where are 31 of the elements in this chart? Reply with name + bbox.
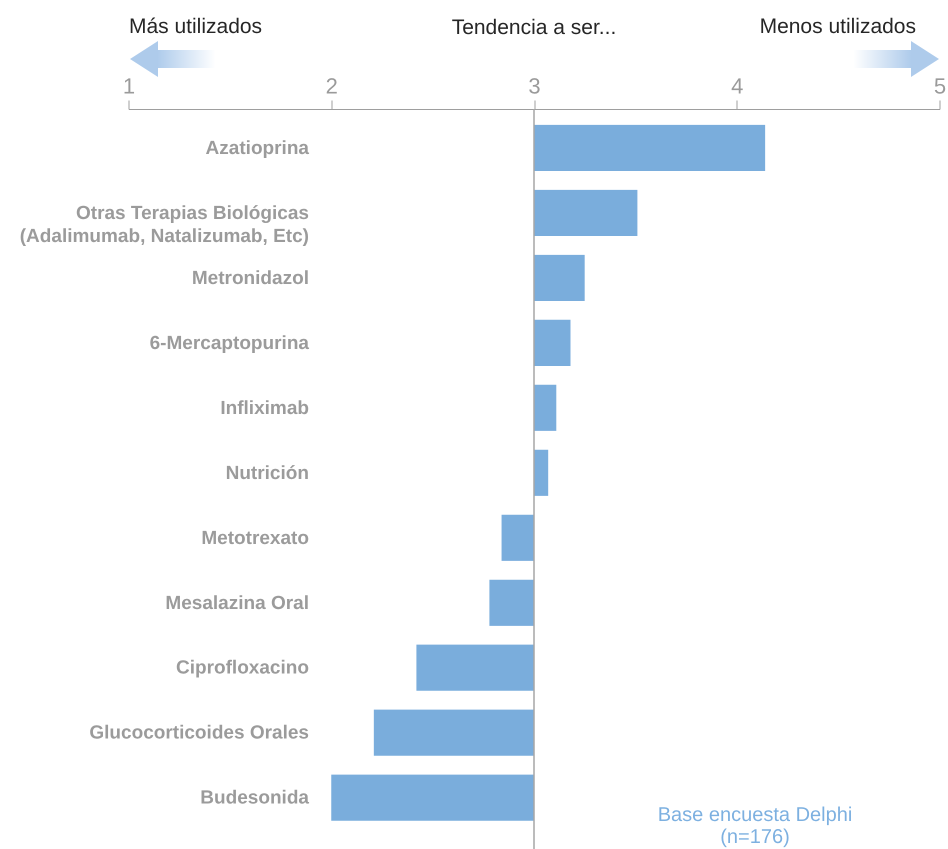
bar	[534, 384, 556, 431]
text: Más utilizados	[129, 15, 262, 38]
y-tick-label: Mesalazina Oral	[165, 592, 309, 614]
chart-title: Tendencia a ser...	[452, 16, 616, 39]
bar	[331, 774, 534, 821]
x-tick-label: 3	[528, 74, 541, 98]
y-tick-label: Glucocorticoides Orales	[89, 722, 309, 744]
bar	[374, 710, 534, 756]
bar	[489, 580, 534, 626]
y-tick-label: Nutrición	[226, 462, 309, 484]
bar	[534, 190, 638, 236]
x-tick-label: 5	[934, 74, 946, 98]
y-tick-label: Metotrexato	[201, 528, 309, 549]
y-tick-label: Metronidazol	[192, 268, 309, 289]
y-tick-label: Azatioprina	[206, 138, 310, 159]
bar	[502, 514, 534, 561]
bar	[534, 124, 766, 172]
x-tick-label: 4	[731, 74, 744, 98]
x-tick-label: 2	[326, 74, 338, 98]
bar	[416, 644, 534, 691]
y-tick-label: Infliximab	[220, 398, 309, 419]
y-tick-label: Ciprofloxacino	[176, 658, 309, 679]
y-tick-label: Budesonida	[200, 788, 310, 809]
annotation: Base encuesta Delphi (n=176)	[658, 804, 852, 848]
bar	[534, 450, 548, 496]
y-tick-label: Otras Terapias Biológicas (Adalimumab, Natalizumab, Etc)	[20, 202, 309, 247]
text: Menos utilizados	[760, 15, 916, 38]
bar	[534, 320, 570, 366]
x-tick-label: 1	[122, 74, 136, 98]
y-tick-label: 6-Mercaptopurina	[150, 332, 310, 354]
bar	[534, 254, 585, 301]
